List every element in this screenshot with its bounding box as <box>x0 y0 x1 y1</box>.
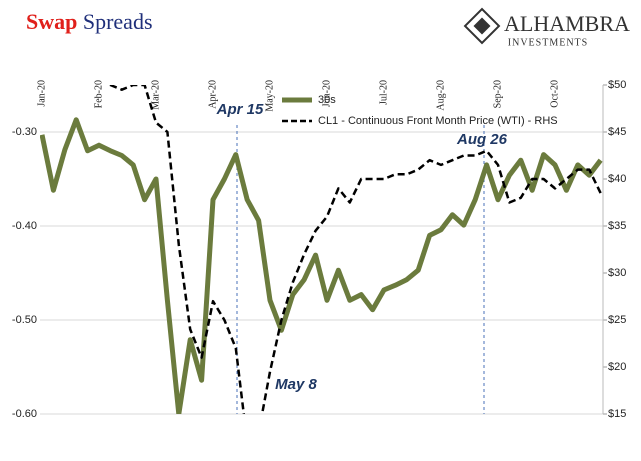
legend-label: 30s <box>318 94 336 106</box>
x-tick-label: Jun-20 <box>321 80 332 107</box>
y-tick-label: -0.40 <box>12 220 37 232</box>
y2-tick-label: $25 <box>608 314 626 326</box>
x-tick-label: Sep-20 <box>492 80 503 108</box>
y2-tick-label: $40 <box>608 173 626 185</box>
y-tick-label: -0.50 <box>12 314 37 326</box>
x-tick-label: Mar-20 <box>150 80 161 110</box>
y2-tick-label: $30 <box>608 267 626 279</box>
logo: ALHAMBRA INVESTMENTS <box>463 7 630 48</box>
wti-line <box>108 85 602 414</box>
y2-tick-label: $50 <box>608 79 626 91</box>
logo-subtitle: INVESTMENTS <box>508 37 588 48</box>
x-tick-label: Jul-20 <box>378 80 389 105</box>
annotation: May 8 <box>275 376 317 393</box>
x-tick-label: Feb-20 <box>93 80 104 108</box>
annotation: Apr 15 <box>216 101 264 118</box>
y2-tick-label: $45 <box>608 126 626 138</box>
x-tick-label: May-20 <box>264 80 275 112</box>
x-tick-label: Oct-20 <box>549 80 560 108</box>
spread-line <box>40 117 603 414</box>
y2-tick-label: $35 <box>608 220 626 232</box>
annotation: Aug 26 <box>456 131 508 148</box>
y-tick-label: -0.30 <box>12 126 37 138</box>
y2-tick-label: $20 <box>608 361 626 373</box>
x-tick-label: Aug-20 <box>435 80 446 111</box>
logo-icon <box>463 7 501 45</box>
y-tick-label: -0.60 <box>12 408 37 420</box>
plot-lines <box>40 85 603 414</box>
x-tick-label: Jan-20 <box>36 80 47 107</box>
logo-name: ALHAMBRA <box>504 11 630 36</box>
x-tick-label: Apr-20 <box>207 80 218 109</box>
chart-title: Swap Spreads <box>26 9 153 34</box>
legend-label: CL1 - Continuous Front Month Price (WTI)… <box>318 115 558 127</box>
y2-tick-label: $15 <box>608 408 626 420</box>
